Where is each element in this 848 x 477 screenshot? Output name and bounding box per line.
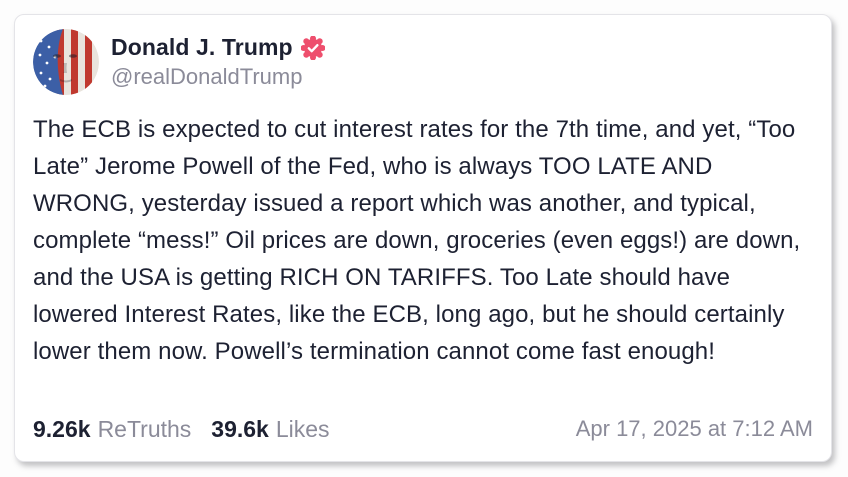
likes-label: Likes <box>275 415 330 442</box>
retruths-label: ReTruths <box>97 415 192 442</box>
retruths-stat[interactable]: 9.26k ReTruths <box>33 416 191 443</box>
verified-icon <box>300 35 325 60</box>
retruths-count: 9.26k <box>33 415 91 442</box>
post-header: Donald J. Trump @realDonaldTrump <box>33 27 813 97</box>
likes-count: 39.6k <box>211 415 269 442</box>
post-stats: 9.26k ReTruths 39.6k Likes <box>33 416 330 443</box>
name-row: Donald J. Trump <box>111 34 325 61</box>
avatar[interactable] <box>33 29 99 95</box>
post-footer: 9.26k ReTruths 39.6k Likes Apr 17, 2025 … <box>33 411 813 447</box>
author-block: Donald J. Trump @realDonaldTrump <box>111 34 325 90</box>
author-handle[interactable]: @realDonaldTrump <box>111 64 303 89</box>
truth-social-post-card: Donald J. Trump @realDonaldTrump <box>14 14 832 462</box>
post-timestamp[interactable]: Apr 17, 2025 at 7:12 AM <box>575 416 813 441</box>
trump-flag-facepaint-icon <box>33 29 99 95</box>
display-name[interactable]: Donald J. Trump <box>111 34 293 60</box>
post-body-text: The ECB is expected to cut interest rate… <box>33 116 801 365</box>
likes-stat[interactable]: 39.6k Likes <box>211 416 329 443</box>
